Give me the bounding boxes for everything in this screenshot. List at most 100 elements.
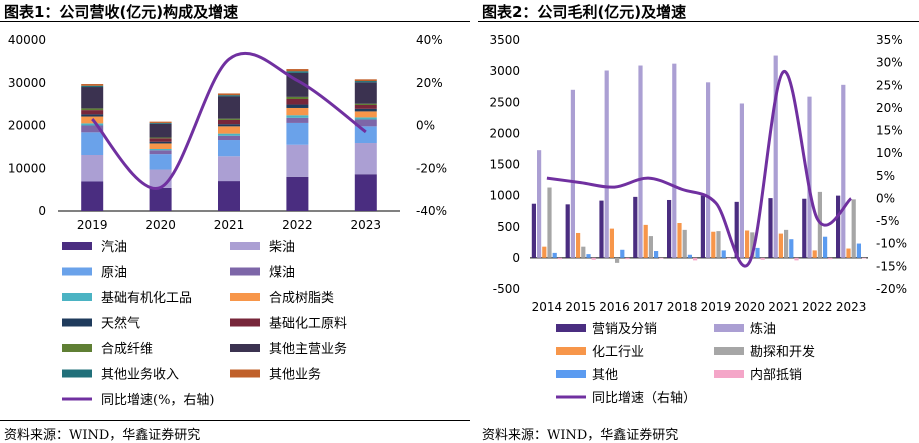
bar: [700, 195, 705, 258]
y-tick-label: 3500: [489, 33, 520, 47]
bar: [760, 257, 765, 260]
growth-line: [91, 51, 367, 190]
bar: [615, 257, 620, 263]
bar-segment: [286, 122, 309, 145]
y-tick-label: 2500: [489, 95, 520, 109]
y2-tick-label: -20%: [416, 161, 447, 175]
bar: [643, 224, 648, 258]
bar: [625, 257, 630, 260]
y-tick-label: 0: [512, 251, 520, 265]
bar-segment: [286, 115, 309, 118]
y-tick-label: 2000: [489, 126, 520, 140]
x-tick-label: 2023: [351, 218, 382, 232]
bar: [841, 84, 846, 258]
bar: [794, 257, 799, 261]
bar: [537, 150, 542, 258]
y2-tick-label: 30%: [876, 56, 903, 70]
legend-label: 其他业务: [269, 367, 321, 383]
bar-segment: [218, 135, 240, 141]
bar: [828, 257, 833, 260]
bar: [721, 250, 726, 258]
legend-label: 内部抵销: [750, 367, 802, 383]
bar-segment: [218, 95, 240, 97]
bar-segment: [149, 143, 172, 150]
y2-tick-label: 0%: [416, 119, 435, 133]
bar: [609, 228, 614, 258]
legend-label: 化工行业: [592, 345, 644, 360]
bar-segment: [286, 104, 309, 108]
y2-tick-label: 25%: [876, 78, 903, 92]
legend-swatch: [62, 293, 92, 301]
bar-segment: [218, 119, 240, 125]
bar-segment: [354, 81, 377, 83]
bar: [745, 230, 750, 258]
bar-segment: [81, 87, 104, 109]
x-tick-label: 2022: [282, 218, 313, 232]
y2-tick-label: -20%: [876, 282, 907, 296]
bar: [778, 233, 783, 258]
bar-segment: [354, 108, 377, 112]
bar: [739, 103, 744, 258]
legend-swatch: [230, 344, 260, 352]
bar-segment: [354, 82, 377, 104]
legend-swatch: [556, 347, 586, 355]
legend-label: 同比增速(%，右轴): [101, 393, 215, 408]
legend-swatch: [62, 267, 92, 276]
bar-segment: [286, 107, 309, 116]
bar: [586, 254, 591, 258]
legend-swatch: [714, 370, 744, 378]
y2-tick-label: 20%: [416, 76, 443, 90]
bar: [672, 63, 677, 258]
bar-segment: [354, 79, 377, 82]
bar: [531, 203, 536, 258]
bar: [570, 89, 575, 258]
y2-tick-label: -5%: [876, 214, 899, 228]
bar: [687, 254, 692, 258]
bar-segment: [81, 154, 104, 182]
bar: [591, 257, 596, 260]
source-rule: [0, 420, 470, 421]
bar-segment: [149, 141, 172, 144]
bar-segment: [149, 149, 172, 151]
legend-swatch: [556, 370, 586, 378]
growth-line: [546, 70, 853, 268]
bar: [667, 199, 672, 258]
y-tick-label: 1500: [489, 158, 520, 172]
y-tick-label: 10000: [8, 161, 46, 175]
y2-tick-label: 5%: [876, 169, 895, 183]
bar: [547, 187, 552, 258]
legend-label: 营销及分销: [592, 322, 657, 337]
bar: [851, 199, 856, 258]
title-rule: [478, 21, 919, 22]
bar-segment: [218, 133, 240, 136]
bar: [716, 231, 721, 258]
bar-segment: [81, 132, 104, 155]
y2-tick-label: 0%: [876, 191, 895, 205]
bar-segment: [354, 117, 377, 120]
bar: [552, 252, 557, 258]
bar: [576, 232, 581, 258]
bar-segment: [354, 119, 377, 127]
bar-segment: [218, 126, 240, 134]
chart-title: 图表2：公司毛利(亿元)及增速: [482, 3, 687, 21]
bar-segment: [286, 69, 309, 72]
y2-tick-label: 15%: [876, 124, 903, 138]
bar-segment: [286, 96, 309, 99]
bar: [682, 229, 687, 258]
legend-swatch: [230, 318, 260, 327]
bar: [620, 249, 625, 258]
y-tick-label: 40000: [8, 33, 46, 47]
bar-segment: [354, 174, 377, 211]
y-tick-label: 30000: [8, 76, 46, 90]
legend-label: 合成树脂类: [269, 291, 334, 306]
bar-segment: [354, 104, 377, 109]
legend-swatch: [230, 369, 260, 378]
x-tick-label: 2018: [667, 300, 698, 314]
legend-label: 基础有机化工品: [101, 291, 192, 306]
bar-segment: [81, 85, 104, 88]
revenue-chart-panel: 图表1：公司营收(亿元)构成及增速 0 10000 20000 30000 40000 -…: [0, 3, 470, 443]
bar: [773, 55, 778, 258]
bar: [654, 251, 659, 258]
bar: [633, 196, 638, 258]
bar-segment: [286, 117, 309, 123]
